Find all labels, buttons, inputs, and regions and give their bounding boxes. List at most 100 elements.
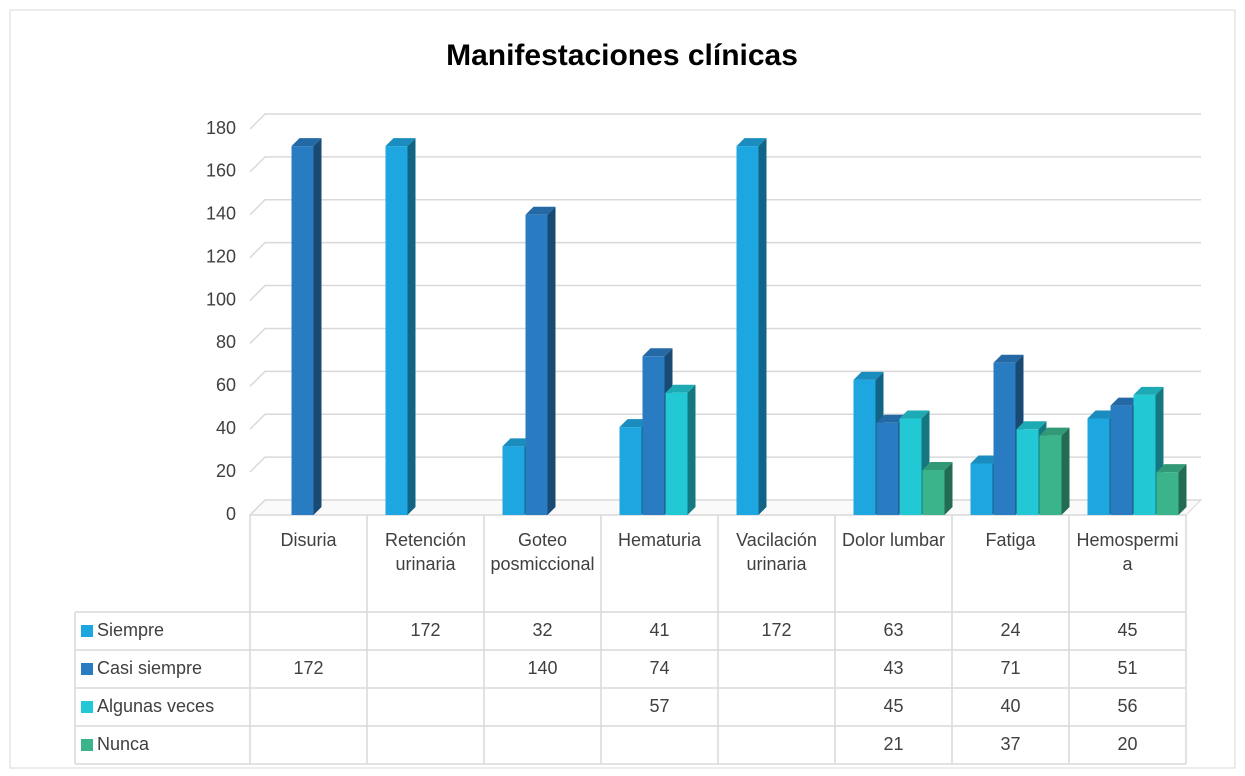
bar-top — [970, 455, 1001, 464]
bar-front — [1016, 429, 1039, 515]
bar-front — [736, 146, 759, 515]
legend-key — [81, 663, 93, 675]
legend-label: Nunca — [97, 734, 150, 754]
legend-key — [81, 701, 93, 713]
bar-side — [1178, 464, 1187, 515]
bar-side — [407, 138, 416, 515]
data-table-value: 37 — [1000, 734, 1020, 754]
y-tick-label: 140 — [206, 204, 236, 224]
legend-label: Siempre — [97, 620, 164, 640]
bar-front — [853, 379, 876, 515]
bar-top — [525, 206, 556, 215]
grid-line — [249, 113, 1201, 130]
bar-top — [922, 461, 953, 470]
bar-side — [758, 138, 767, 515]
data-table-value: 51 — [1117, 658, 1137, 678]
grid-line — [249, 370, 1201, 387]
x-tick-label: Retención urinaria — [384, 530, 467, 574]
bar-top — [1110, 397, 1141, 406]
grid-line — [249, 156, 1201, 173]
legend-label: Algunas veces — [97, 696, 214, 716]
bar-side — [547, 206, 556, 515]
bar-front — [619, 427, 642, 515]
legend-label: Casi siempre — [97, 658, 202, 678]
data-table-value: 172 — [410, 620, 440, 640]
data-table-value: 24 — [1000, 620, 1020, 640]
x-tick-label: Fatiga — [985, 530, 1036, 550]
bar-top — [1133, 386, 1164, 395]
grid-line — [249, 241, 1201, 259]
bar-front — [665, 392, 688, 515]
y-tick-label: 20 — [216, 461, 236, 481]
bar-front — [1156, 472, 1179, 515]
bar-front — [1133, 394, 1156, 515]
grid-line — [249, 327, 1201, 344]
bar-top — [665, 384, 696, 393]
data-table-value: 71 — [1000, 658, 1020, 678]
bar-top — [1087, 410, 1118, 419]
y-tick-label: 80 — [216, 332, 236, 352]
data-table-value: 45 — [1117, 620, 1137, 640]
x-tick-label: Dolor lumbar — [841, 530, 946, 550]
chart-border — [9, 9, 1236, 769]
bar-top — [385, 138, 416, 147]
bar-top — [899, 410, 930, 419]
bar-front — [385, 146, 408, 515]
data-table-value: 32 — [532, 620, 552, 640]
y-tick-label: 160 — [206, 161, 236, 181]
bar-front — [291, 146, 314, 515]
data-table-value: 43 — [883, 658, 903, 678]
x-tick-label: Disuria — [280, 530, 337, 550]
x-tick-label: Hemospermia — [1076, 530, 1179, 574]
bar — [665, 384, 696, 515]
x-tick-label: Vacilación urinaria — [736, 530, 817, 574]
data-table-value: 172 — [293, 658, 323, 678]
bar-top — [736, 138, 767, 147]
bar-front — [970, 463, 993, 515]
bar — [525, 206, 556, 515]
grid-line — [249, 284, 1201, 302]
bar-front — [899, 418, 922, 515]
y-tick-label: 40 — [216, 418, 236, 438]
legend-key — [81, 625, 93, 637]
data-table-value: 20 — [1117, 734, 1137, 754]
y-tick-label: 100 — [206, 289, 236, 309]
bar-top — [1156, 464, 1187, 473]
bar-front — [642, 356, 665, 515]
bar-front — [993, 362, 1016, 515]
bar-side — [944, 461, 953, 515]
x-tick-label: Hematuria — [617, 530, 702, 550]
chart-title: Manifestaciones clínicas — [446, 39, 798, 72]
bar-top — [853, 371, 884, 380]
legend-key — [81, 739, 93, 751]
bar-top — [876, 414, 907, 423]
bar-top — [619, 419, 650, 428]
data-table-value: 74 — [649, 658, 669, 678]
bar-top — [502, 438, 533, 447]
bar-front — [1110, 405, 1133, 515]
data-table-value: 21 — [883, 734, 903, 754]
bar-top — [291, 138, 322, 147]
bar-top — [1016, 421, 1047, 430]
bar-front — [525, 214, 548, 515]
bar-side — [1061, 427, 1070, 515]
x-tick-label: Goteo posmiccional — [490, 530, 595, 574]
bar — [385, 138, 416, 515]
data-table-value: 63 — [883, 620, 903, 640]
grid-line — [249, 413, 1201, 430]
bar — [1156, 464, 1187, 515]
bar-top — [993, 354, 1024, 363]
bar — [736, 138, 767, 515]
bar-side — [313, 138, 322, 515]
bar — [291, 138, 322, 515]
y-tick-label: 60 — [216, 375, 236, 395]
data-table-value: 57 — [649, 696, 669, 716]
data-table-value: 41 — [649, 620, 669, 640]
grid-line — [249, 199, 1201, 216]
bar-top — [1039, 427, 1070, 436]
bar-front — [1039, 435, 1062, 515]
y-tick-label: 180 — [206, 118, 236, 138]
bar — [922, 461, 953, 515]
